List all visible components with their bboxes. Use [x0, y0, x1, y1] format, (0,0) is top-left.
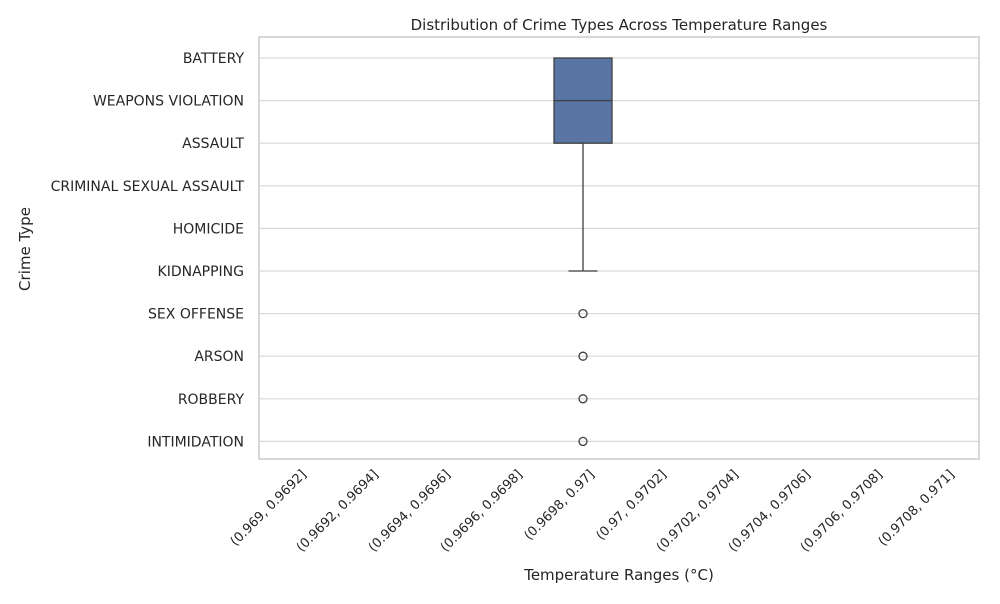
y-tick-label: HOMICIDE	[173, 221, 244, 237]
y-tick-labels: BATTERY WEAPONS VIOLATION ASSAULT CRIMINAL …	[51, 51, 245, 450]
outlier-point	[578, 351, 588, 361]
grid-lines	[259, 57, 979, 442]
y-tick-label: ASSAULT	[182, 136, 244, 152]
x-tick-label: (0.9708, 0.971]	[876, 467, 958, 549]
outlier-point	[578, 394, 588, 404]
y-tick-label: ROBBERY	[178, 392, 245, 408]
y-tick-label: WEAPONS VIOLATION	[93, 94, 244, 110]
outlier-point	[578, 308, 588, 319]
y-tick-label: ARSON	[194, 349, 244, 365]
y-tick-label: SEX OFFENSE	[148, 307, 244, 323]
box-layer	[553, 57, 613, 447]
y-tick-label: CRIMINAL SEXUAL ASSAULT	[51, 179, 245, 195]
x-tick-label: (0.969, 0.9692]	[228, 467, 310, 549]
x-tick-label: (0.97, 0.9702]	[594, 467, 670, 543]
plot-frame	[258, 36, 980, 460]
y-axis-label: Crime Type	[16, 207, 34, 291]
chart-title: Distribution of Crime Types Across Tempe…	[411, 16, 828, 34]
x-tick-labels: (0.969, 0.9692](0.9692, 0.9694](0.9694, …	[228, 467, 958, 555]
outlier-point	[578, 436, 588, 447]
x-axis-label: Temperature Ranges (°C)	[523, 566, 714, 584]
x-tick-label: (0.9698, 0.97]	[522, 467, 598, 543]
y-tick-label: BATTERY	[183, 51, 245, 67]
y-tick-label: KIDNAPPING	[158, 264, 244, 280]
y-tick-label: INTIMIDATION	[147, 434, 244, 450]
